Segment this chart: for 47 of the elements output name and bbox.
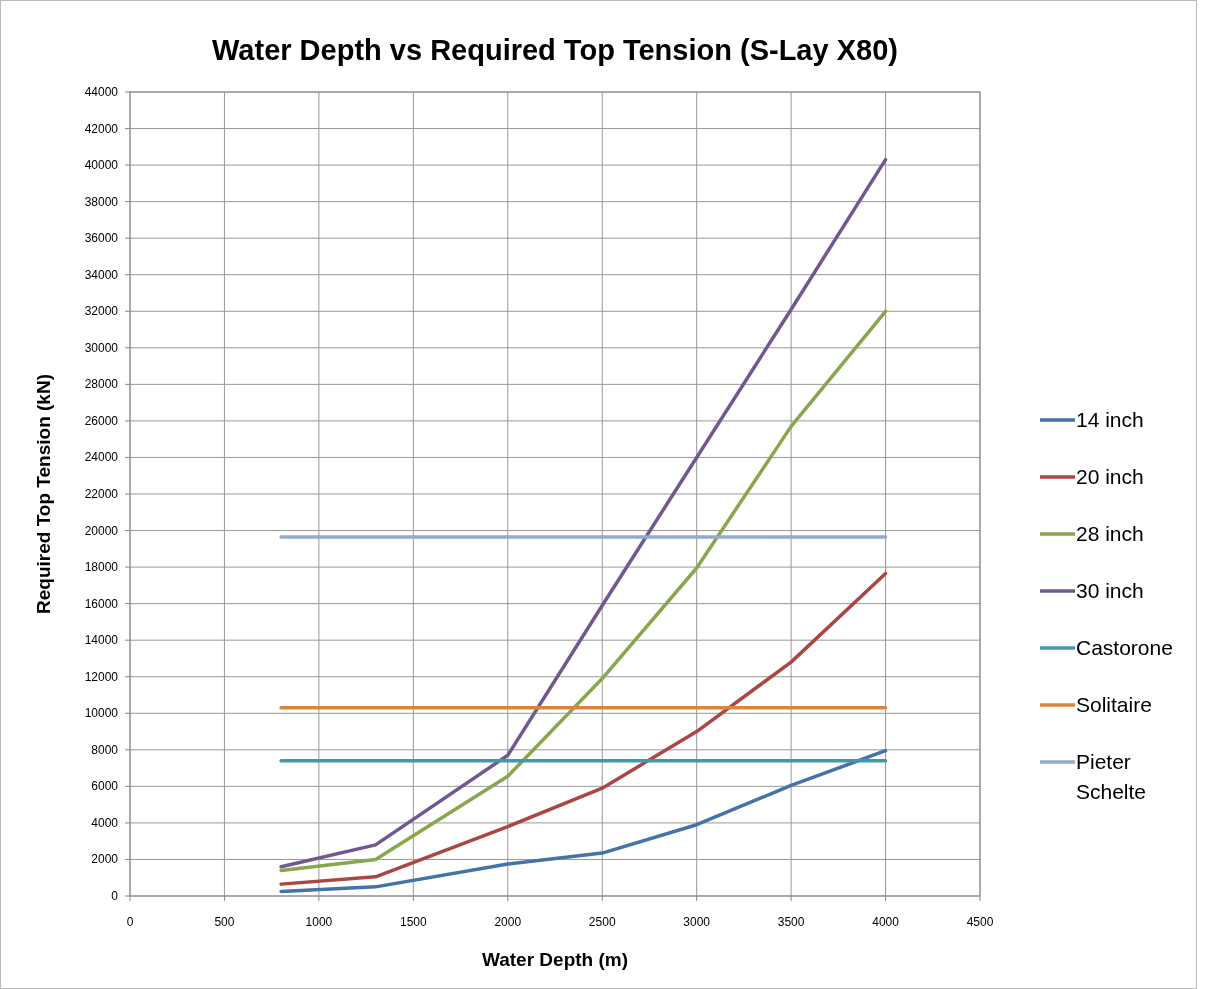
x-axis-title: Water Depth (m)	[481, 949, 629, 970]
y-tick-label: 10000	[84, 706, 119, 721]
legend-label: 30 inch	[1076, 579, 1144, 602]
legend-label: Pieter Schelte	[1076, 750, 1147, 803]
y-tick-label: 6000	[91, 779, 119, 794]
x-tick-label: 2000	[494, 915, 522, 929]
y-tick-label: 26000	[84, 413, 119, 428]
x-tick-label: 3000	[683, 915, 711, 929]
line-series	[279, 748, 888, 894]
legend-label: Solitaire	[1076, 693, 1152, 716]
y-tick-label: 36000	[84, 231, 119, 246]
y-tick-label: 20000	[84, 523, 119, 538]
line-series	[279, 309, 888, 873]
x-tick-label: 500	[214, 915, 235, 929]
legend-label: 20 inch	[1076, 465, 1144, 488]
y-tick-label: 44000	[84, 85, 119, 99]
chart-title: Water Depth vs Required Top Tension (S-Lay X80)	[212, 34, 898, 66]
line-series	[279, 157, 888, 869]
y-tick-label: 40000	[84, 158, 119, 173]
y-tick-label: 22000	[84, 487, 119, 501]
y-tick-label: 42000	[84, 121, 119, 136]
x-tick-label: 4500	[966, 915, 994, 929]
line-series	[279, 571, 888, 886]
y-tick-label: 32000	[84, 304, 119, 319]
y-tick-label: 18000	[84, 560, 119, 575]
y-tick-label: 2000	[91, 852, 119, 867]
y-tick-label: 38000	[84, 194, 119, 209]
x-tick-label: 1500	[399, 915, 427, 929]
x-tick-label: 4000	[872, 915, 900, 929]
y-tick-label: 16000	[84, 596, 119, 611]
y-tick-label: 34000	[84, 267, 119, 282]
x-tick-label: 3500	[777, 915, 805, 929]
y-tick-label: 12000	[84, 669, 119, 684]
y-tick-label: 30000	[84, 340, 119, 355]
y-tick-label: 8000	[91, 742, 119, 757]
legend-label: 14 inch	[1076, 408, 1144, 431]
y-tick-label: 14000	[84, 633, 119, 648]
y-tick-label: 28000	[84, 377, 119, 392]
y-tick-label: 0	[111, 889, 119, 903]
x-tick-label: 2500	[588, 915, 616, 929]
legend-label: Castorone	[1076, 636, 1173, 659]
y-axis-title: Required Top Tension (kN)	[33, 374, 54, 614]
y-tick-label: 24000	[84, 450, 119, 465]
x-tick-label: 0	[126, 915, 134, 929]
y-tick-label: 4000	[91, 815, 119, 830]
legend-label: 28 inch	[1076, 522, 1144, 545]
x-tick-label: 1000	[305, 915, 333, 929]
